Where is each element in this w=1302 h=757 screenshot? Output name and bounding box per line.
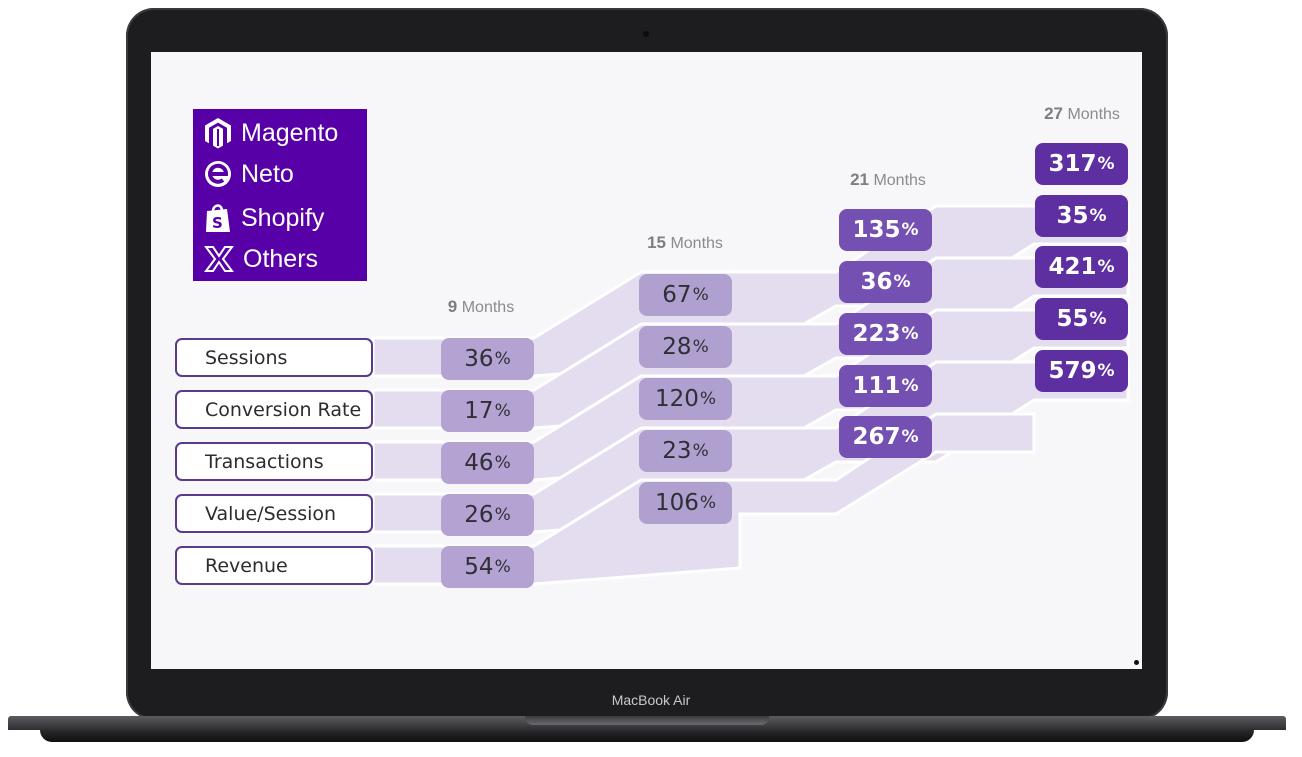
platform-label: Others <box>243 244 319 273</box>
laptop-hinge-notch <box>525 716 769 725</box>
laptop-base-bottom <box>40 730 1254 742</box>
magento-icon <box>205 118 231 149</box>
value-pill: 135% <box>839 209 932 251</box>
platform-label: Neto <box>241 159 294 188</box>
value-pill: 67% <box>639 274 732 316</box>
value-pill: 55% <box>1035 298 1128 340</box>
period-header: 21 Months <box>850 170 926 189</box>
period-header: 15 Months <box>647 233 723 252</box>
metric-label-transactions: Transactions <box>175 442 373 481</box>
period-header: 9 Months <box>447 297 515 316</box>
platform-shopify: S Shopify <box>203 198 324 238</box>
value-pill: 36% <box>839 261 932 303</box>
value-pill: 23% <box>639 430 732 472</box>
platform-label: Shopify <box>241 203 325 232</box>
value-pill: 17% <box>441 390 534 432</box>
value-pill: 267% <box>839 416 932 458</box>
period-header: 27 Months <box>1044 104 1120 123</box>
metric-label-conversion-rate: Conversion Rate <box>175 390 373 429</box>
x-icon <box>204 246 234 272</box>
neto-icon <box>205 161 231 187</box>
value-pill: 317% <box>1035 143 1128 185</box>
slide-marker <box>1134 660 1139 665</box>
camera <box>643 31 649 37</box>
platform-others: Others <box>203 239 318 279</box>
value-pill: 579% <box>1035 350 1128 392</box>
metric-label-revenue: Revenue <box>175 546 373 585</box>
value-pill: 35% <box>1035 195 1128 237</box>
value-pill: 28% <box>639 326 732 368</box>
value-pill: 54% <box>441 546 534 588</box>
value-pill: 46% <box>441 442 534 484</box>
platform-label: Magento <box>241 118 339 147</box>
screen: Magento Neto S Shopify Others 9 Months 1… <box>151 52 1142 669</box>
metric-label-sessions: Sessions <box>175 338 373 377</box>
value-pill: 111% <box>839 365 932 407</box>
value-pill: 223% <box>839 313 932 355</box>
value-pill: 421% <box>1035 246 1128 288</box>
metric-label-value-session: Value/Session <box>175 494 373 533</box>
device-model-label: MacBook Air <box>611 692 691 708</box>
value-pill: 26% <box>441 494 534 536</box>
svg-text:S: S <box>212 214 223 232</box>
value-pill: 120% <box>639 378 732 420</box>
shopify-icon: S <box>206 204 230 232</box>
value-pill: 106% <box>639 482 732 524</box>
platform-magento: Magento <box>203 113 338 153</box>
platform-neto: Neto <box>203 154 294 194</box>
value-pill: 36% <box>441 338 534 380</box>
platforms-panel: Magento Neto S Shopify Others <box>193 109 367 281</box>
